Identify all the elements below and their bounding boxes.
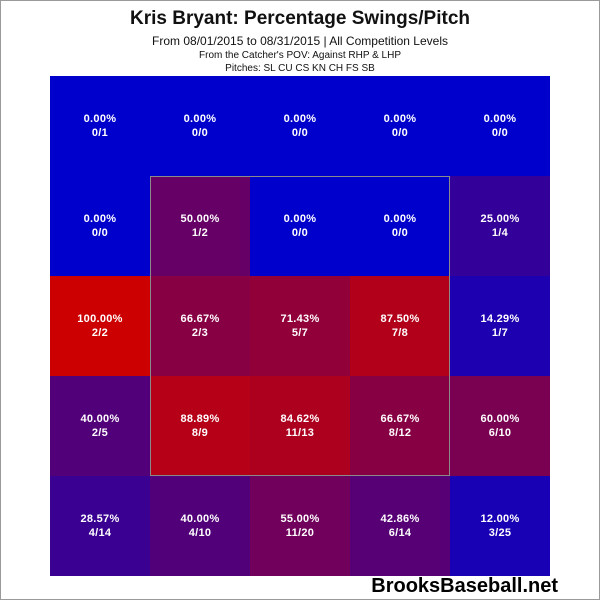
heatmap-cell: 50.00% 1/2 xyxy=(150,176,250,276)
heatmap-cell: 28.57% 4/14 xyxy=(50,476,150,576)
cell-ratio: 0/0 xyxy=(91,227,109,239)
heatmap-cell: 0.00% 0/0 xyxy=(250,76,350,176)
cell-ratio: 0/1 xyxy=(91,127,109,139)
heatmap-cell: 0.00% 0/1 xyxy=(50,76,150,176)
cell-ratio: 0/0 xyxy=(191,127,209,139)
heatmap-cell: 84.62% 11/13 xyxy=(250,376,350,476)
cell-ratio: 2/3 xyxy=(191,327,209,339)
heatmap-cell: 0.00% 0/0 xyxy=(150,76,250,176)
cell-percentage: 66.67% xyxy=(380,413,420,425)
heatmap-cell: 100.00% 2/2 xyxy=(50,276,150,376)
cell-percentage: 50.00% xyxy=(180,213,220,225)
chart-title: Kris Bryant: Percentage Swings/Pitch xyxy=(130,8,470,29)
heatmap-cell: 40.00% 4/10 xyxy=(150,476,250,576)
cell-ratio: 0/0 xyxy=(391,127,409,139)
cell-ratio: 0/0 xyxy=(291,227,309,239)
cell-ratio: 2/2 xyxy=(91,327,109,339)
cell-ratio: 11/20 xyxy=(285,527,315,539)
cell-percentage: 0.00% xyxy=(183,113,217,125)
heatmap-cell: 0.00% 0/0 xyxy=(450,76,550,176)
cell-ratio: 0/0 xyxy=(291,127,309,139)
cell-percentage: 100.00% xyxy=(77,313,123,325)
heatmap-cell: 0.00% 0/0 xyxy=(350,76,450,176)
cell-ratio: 6/10 xyxy=(488,427,512,439)
cell-percentage: 42.86% xyxy=(380,513,420,525)
cell-percentage: 84.62% xyxy=(280,413,320,425)
heatmap-grid: 0.00% 0/1 0.00% 0/0 0.00% 0/0 0.00% 0/0 0.00% 0/0… xyxy=(50,76,550,576)
heatmap-cell: 66.67% 8/12 xyxy=(350,376,450,476)
cell-percentage: 0.00% xyxy=(283,213,317,225)
cell-ratio: 1/2 xyxy=(191,227,209,239)
brand-watermark: BrooksBaseball.net xyxy=(371,575,558,597)
cell-ratio: 4/10 xyxy=(188,527,212,539)
heatmap-cell: 0.00% 0/0 xyxy=(50,176,150,276)
cell-ratio: 3/25 xyxy=(488,527,512,539)
cell-percentage: 0.00% xyxy=(383,213,417,225)
cell-percentage: 0.00% xyxy=(383,113,417,125)
cell-ratio: 4/14 xyxy=(88,527,112,539)
heatmap-cell: 55.00% 11/20 xyxy=(250,476,350,576)
cell-percentage: 0.00% xyxy=(83,213,117,225)
heatmap-cell: 0.00% 0/0 xyxy=(350,176,450,276)
cell-percentage: 87.50% xyxy=(380,313,420,325)
heatmap-cell: 87.50% 7/8 xyxy=(350,276,450,376)
heatmap-cell: 25.00% 1/4 xyxy=(450,176,550,276)
cell-percentage: 0.00% xyxy=(83,113,117,125)
cell-percentage: 25.00% xyxy=(480,213,520,225)
cell-ratio: 8/9 xyxy=(191,427,209,439)
cell-percentage: 88.89% xyxy=(180,413,220,425)
chart-subtitle: From 08/01/2015 to 08/31/2015 | All Comp… xyxy=(152,34,448,48)
cell-percentage: 40.00% xyxy=(80,413,120,425)
heatmap-cell: 40.00% 2/5 xyxy=(50,376,150,476)
cell-ratio: 11/13 xyxy=(285,427,315,439)
heatmap-cell: 66.67% 2/3 xyxy=(150,276,250,376)
heatmap-cell: 42.86% 6/14 xyxy=(350,476,450,576)
cell-ratio: 8/12 xyxy=(388,427,412,439)
heatmap-cell: 88.89% 8/9 xyxy=(150,376,250,476)
cell-ratio: 5/7 xyxy=(291,327,309,339)
cell-percentage: 0.00% xyxy=(283,113,317,125)
cell-percentage: 60.00% xyxy=(480,413,520,425)
cell-percentage: 28.57% xyxy=(80,513,120,525)
cell-percentage: 0.00% xyxy=(483,113,517,125)
cell-ratio: 6/14 xyxy=(388,527,412,539)
heatmap-cell: 14.29% 1/7 xyxy=(450,276,550,376)
heatmap-cell: 0.00% 0/0 xyxy=(250,176,350,276)
heatmap-cell: 60.00% 6/10 xyxy=(450,376,550,476)
cell-ratio: 1/4 xyxy=(491,227,509,239)
heatmap-cell: 12.00% 3/25 xyxy=(450,476,550,576)
cell-percentage: 14.29% xyxy=(480,313,520,325)
cell-ratio: 2/5 xyxy=(91,427,109,439)
cell-percentage: 40.00% xyxy=(180,513,220,525)
cell-ratio: 0/0 xyxy=(391,227,409,239)
cell-percentage: 55.00% xyxy=(280,513,320,525)
cell-ratio: 0/0 xyxy=(491,127,509,139)
cell-percentage: 66.67% xyxy=(180,313,220,325)
heatmap-cell: 71.43% 5/7 xyxy=(250,276,350,376)
cell-ratio: 7/8 xyxy=(391,327,409,339)
pitches-line: Pitches: SL CU CS KN CH FS SB xyxy=(225,63,375,74)
cell-percentage: 71.43% xyxy=(280,313,320,325)
cell-percentage: 12.00% xyxy=(480,513,520,525)
pov-line: From the Catcher's POV: Against RHP & LH… xyxy=(199,50,401,61)
cell-ratio: 1/7 xyxy=(491,327,509,339)
